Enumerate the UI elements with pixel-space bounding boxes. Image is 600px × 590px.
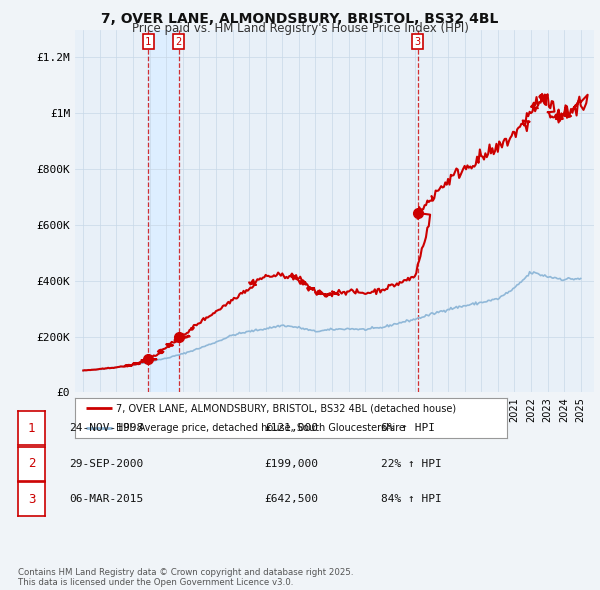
Text: 06-MAR-2015: 06-MAR-2015 (69, 494, 143, 504)
Bar (148, 30, 179, 392)
Text: 2: 2 (28, 457, 35, 470)
Text: £199,000: £199,000 (264, 459, 318, 468)
Text: 24-NOV-1998: 24-NOV-1998 (69, 424, 143, 433)
Text: 22% ↑ HPI: 22% ↑ HPI (381, 459, 442, 468)
Text: 7, OVER LANE, ALMONDSBURY, BRISTOL, BS32 4BL (detached house): 7, OVER LANE, ALMONDSBURY, BRISTOL, BS32… (116, 404, 456, 414)
Text: 1: 1 (145, 37, 151, 47)
Text: Contains HM Land Registry data © Crown copyright and database right 2025.
This d: Contains HM Land Registry data © Crown c… (18, 568, 353, 587)
Text: Price paid vs. HM Land Registry's House Price Index (HPI): Price paid vs. HM Land Registry's House … (131, 22, 469, 35)
Text: 6% ↑ HPI: 6% ↑ HPI (381, 424, 435, 433)
Text: 7, OVER LANE, ALMONDSBURY, BRISTOL, BS32 4BL: 7, OVER LANE, ALMONDSBURY, BRISTOL, BS32… (101, 12, 499, 26)
Text: 3: 3 (28, 493, 35, 506)
Text: 29-SEP-2000: 29-SEP-2000 (69, 459, 143, 468)
Text: 1: 1 (28, 422, 35, 435)
Text: £642,500: £642,500 (264, 494, 318, 504)
Text: £121,000: £121,000 (264, 424, 318, 433)
Text: 84% ↑ HPI: 84% ↑ HPI (381, 494, 442, 504)
Text: 2: 2 (176, 37, 182, 47)
Text: 3: 3 (415, 37, 421, 47)
Text: HPI: Average price, detached house, South Gloucestershire: HPI: Average price, detached house, Sout… (116, 423, 405, 432)
